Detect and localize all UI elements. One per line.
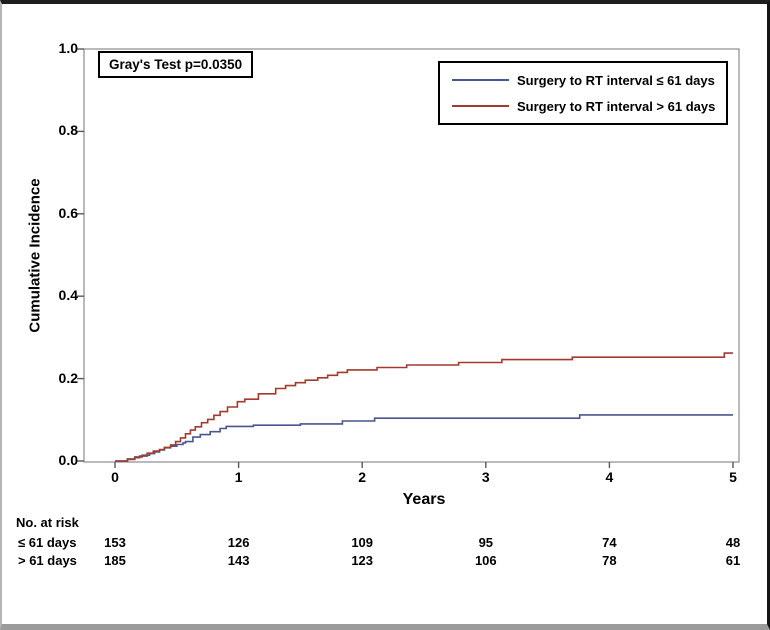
grays-test-annotation: Gray's Test p=0.0350 (98, 51, 254, 78)
at-risk-value: 153 (104, 535, 126, 550)
at-risk-value: 109 (351, 535, 374, 550)
at-risk-value: 95 (478, 535, 494, 550)
legend-line-sample (452, 79, 509, 81)
at-risk-value: 48 (725, 535, 741, 550)
x-tick-label: 2 (358, 469, 367, 485)
series-curve-0 (115, 414, 733, 462)
x-tick-label: 0 (111, 469, 119, 485)
y-tick-label: 0.2 (58, 369, 78, 386)
at-risk-value: 106 (474, 553, 497, 568)
at-risk-value: 78 (602, 553, 617, 568)
at-risk-value: 126 (227, 535, 250, 550)
at-risk-row-label: > 61 days (18, 553, 77, 568)
y-axis-title: Cumulative Incidence (26, 178, 44, 333)
at-risk-value: 143 (227, 553, 250, 568)
y-tick-label: 0.6 (58, 204, 78, 221)
y-tick-label: 0.0 (58, 452, 78, 468)
plot-frame (83, 48, 740, 463)
legend-item-0: Surgery to RT interval ≤ 61 days (452, 69, 716, 91)
series-curve-1 (115, 352, 733, 462)
at-risk-value: 123 (351, 553, 374, 568)
plot-canvas (77, 48, 740, 468)
y-tick-label: 1.0 (58, 40, 78, 56)
at-risk-row-label: ≤ 61 days (18, 535, 77, 550)
at-risk-value: 61 (725, 553, 741, 568)
legend-label: Surgery to RT interval > 61 days (517, 98, 716, 114)
x-tick-label: 3 (481, 469, 490, 485)
x-tick-label: 5 (729, 469, 737, 485)
y-tick-label: 0.8 (58, 122, 78, 139)
legend-line-sample (452, 105, 509, 107)
at-risk-value: 185 (104, 553, 126, 568)
at-risk-table-title: No. at risk (16, 515, 79, 530)
legend: Surgery to RT interval ≤ 61 days Surgery … (438, 61, 728, 125)
legend-label: Surgery to RT interval ≤ 61 days (517, 72, 715, 88)
y-tick-label: 0.4 (58, 287, 78, 304)
legend-item-1: Surgery to RT interval > 61 days (452, 95, 716, 117)
x-tick-label: 4 (605, 469, 614, 485)
at-risk-value: 74 (602, 535, 617, 550)
x-axis-title: Years (402, 491, 446, 508)
x-tick-label: 1 (234, 469, 243, 485)
